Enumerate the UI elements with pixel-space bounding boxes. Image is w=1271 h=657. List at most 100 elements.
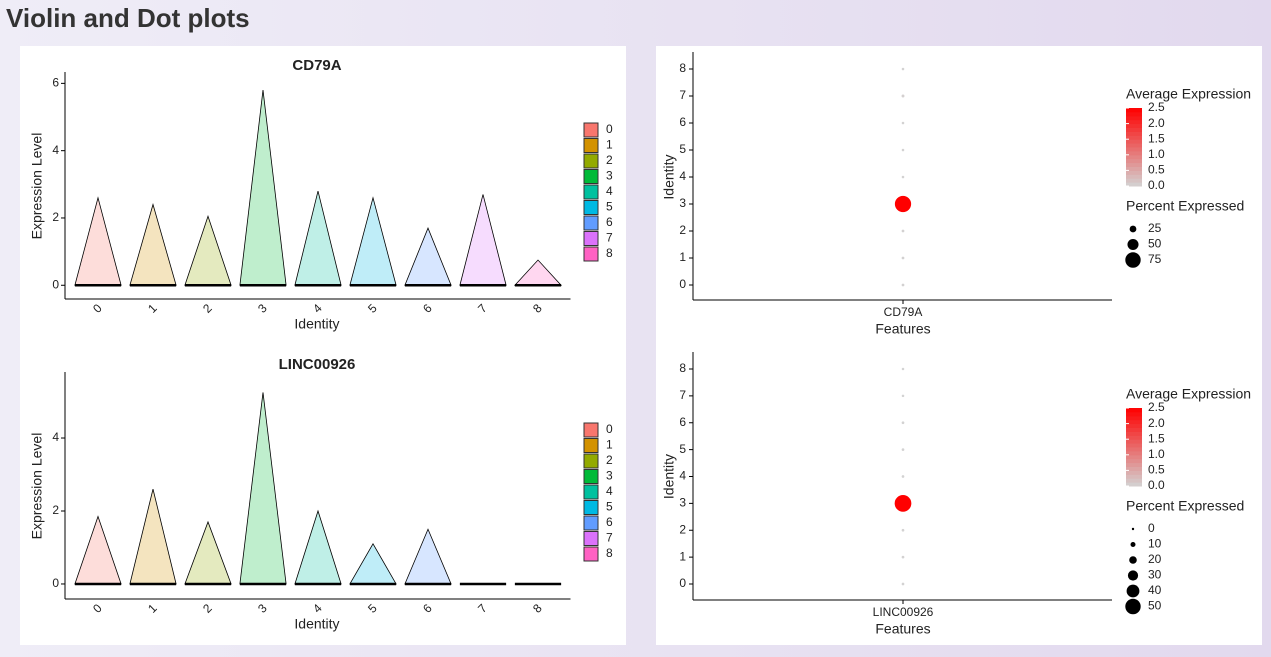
size-key — [1127, 238, 1139, 251]
size-key — [1131, 527, 1135, 531]
legend-label: 8 — [606, 246, 613, 260]
legend-swatch — [583, 184, 599, 200]
dot — [901, 367, 905, 371]
legend-swatch — [583, 469, 599, 484]
colorbar-step — [1126, 450, 1142, 456]
colorbar-label: 1.0 — [1148, 447, 1165, 461]
dot — [894, 195, 912, 213]
y-axis-label: Expression Level — [29, 133, 45, 240]
legend-swatch — [583, 153, 599, 169]
dot — [901, 256, 905, 260]
panel — [20, 46, 626, 645]
legend-swatch — [583, 246, 599, 262]
y-tick-label: 1 — [679, 549, 686, 563]
dot — [901, 582, 905, 586]
legend-swatch — [583, 200, 599, 215]
size-label: 30 — [1148, 568, 1162, 582]
dot — [901, 448, 905, 451]
colorbar-label: 0.0 — [1148, 478, 1165, 492]
legend-label: 0 — [606, 122, 613, 136]
y-tick-label: 0 — [679, 277, 686, 291]
dot — [901, 475, 905, 478]
colorbar-label: 0.5 — [1148, 463, 1165, 477]
colorbar-step — [1126, 435, 1142, 440]
colorbar-step — [1126, 431, 1142, 436]
legend-label: 5 — [606, 200, 613, 214]
colorbar-step — [1126, 470, 1142, 475]
size-label: 10 — [1148, 537, 1162, 551]
legend-label: 6 — [606, 515, 613, 529]
chart-title: CD79A — [292, 57, 341, 74]
legend-title: Average Expression — [1126, 86, 1251, 102]
legend-swatch — [583, 215, 599, 231]
y-tick-label: 6 — [679, 415, 686, 429]
dot — [901, 283, 905, 287]
size-label: 40 — [1148, 583, 1162, 597]
x-axis-label: Identity — [294, 616, 339, 632]
legend-swatch — [583, 122, 599, 138]
y-tick-label: 3 — [679, 196, 686, 210]
colorbar-label: 1.5 — [1148, 131, 1165, 145]
legend-label: 6 — [606, 215, 613, 229]
y-tick-label: 5 — [679, 142, 686, 156]
dot — [901, 421, 905, 425]
dot — [901, 175, 905, 179]
colorbar-step — [1126, 478, 1142, 483]
colorbar-label: 2.5 — [1148, 400, 1165, 414]
panel — [656, 46, 1262, 645]
legend-label: 4 — [606, 184, 613, 198]
y-tick-label: 7 — [679, 388, 686, 402]
colorbar-step — [1126, 427, 1142, 432]
legend-label: 2 — [606, 153, 613, 167]
legend-swatch — [583, 546, 599, 562]
page-title: Violin and Dot plots — [6, 3, 250, 33]
size-label: 50 — [1148, 599, 1162, 613]
dot — [894, 495, 912, 512]
dot — [901, 148, 905, 152]
legend-swatch — [583, 484, 599, 500]
legend-label: 2 — [606, 453, 613, 467]
colorbar-step — [1126, 115, 1142, 121]
colorbar-step — [1126, 111, 1142, 117]
colorbar-step — [1126, 147, 1142, 152]
colorbar-step — [1126, 466, 1142, 471]
y-tick-label: 4 — [52, 430, 59, 444]
colorbar-step — [1126, 135, 1142, 140]
x-tick-label: CD79A — [884, 305, 923, 319]
x-axis-label: Features — [875, 321, 930, 337]
x-tick-label: LINC00926 — [873, 605, 934, 619]
colorbar-step — [1126, 443, 1142, 448]
y-tick-label: 1 — [679, 250, 686, 264]
colorbar-step — [1126, 447, 1142, 452]
colorbar-step — [1126, 158, 1142, 164]
legend-label: 7 — [606, 531, 613, 545]
y-tick-label: 4 — [679, 469, 686, 483]
size-key — [1126, 584, 1140, 598]
y-axis-label: Expression Level — [29, 433, 45, 540]
dot — [901, 229, 905, 233]
legend-title: Percent Expressed — [1126, 198, 1244, 214]
dot — [901, 67, 905, 71]
size-label: 50 — [1148, 237, 1162, 251]
y-tick-label: 6 — [52, 76, 59, 90]
legend-label: 5 — [606, 500, 613, 514]
colorbar-label: 0.0 — [1148, 178, 1165, 192]
colorbar-step — [1126, 474, 1142, 479]
colorbar-step — [1126, 170, 1142, 175]
legend-title: Average Expression — [1126, 386, 1251, 402]
size-label: 0 — [1148, 521, 1155, 535]
colorbar-step — [1126, 174, 1142, 179]
colorbar-step — [1126, 166, 1142, 171]
legend-label: 8 — [606, 546, 613, 560]
colorbar-step — [1126, 462, 1142, 467]
colorbar-step — [1126, 411, 1142, 417]
size-key — [1125, 252, 1141, 268]
y-tick-label: 7 — [679, 88, 686, 102]
size-label: 75 — [1148, 252, 1162, 266]
colorbar-step — [1126, 108, 1142, 113]
size-key — [1125, 598, 1141, 615]
x-axis-label: Identity — [294, 316, 339, 332]
legend-swatch — [583, 531, 599, 546]
